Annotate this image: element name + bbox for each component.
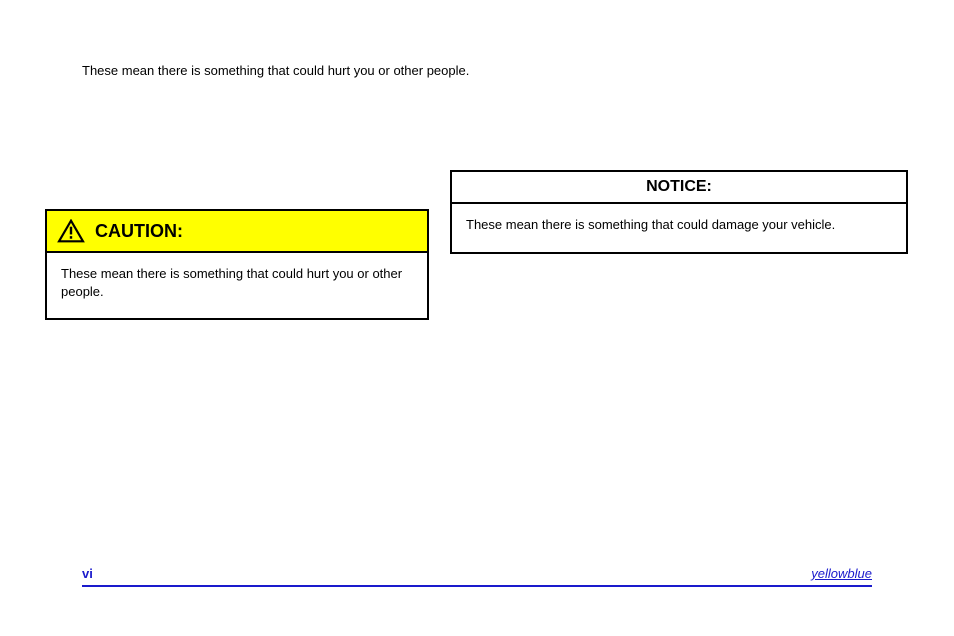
warning-triangle-icon [57, 219, 85, 243]
caution-body: These mean there is something that could… [47, 253, 427, 318]
intro-paragraph: These mean there is something that could… [82, 62, 872, 80]
notice-title: NOTICE: [452, 172, 906, 204]
caution-header: CAUTION: [47, 211, 427, 253]
caution-title: CAUTION: [95, 221, 183, 242]
page-number: vi [82, 566, 93, 581]
caution-box: CAUTION: These mean there is something t… [45, 209, 429, 320]
footer: vi yellowblue [82, 566, 872, 587]
notice-body: These mean there is something that could… [452, 204, 906, 252]
footer-help-link[interactable]: yellowblue [811, 566, 872, 581]
notice-box: NOTICE: These mean there is something th… [450, 170, 908, 254]
